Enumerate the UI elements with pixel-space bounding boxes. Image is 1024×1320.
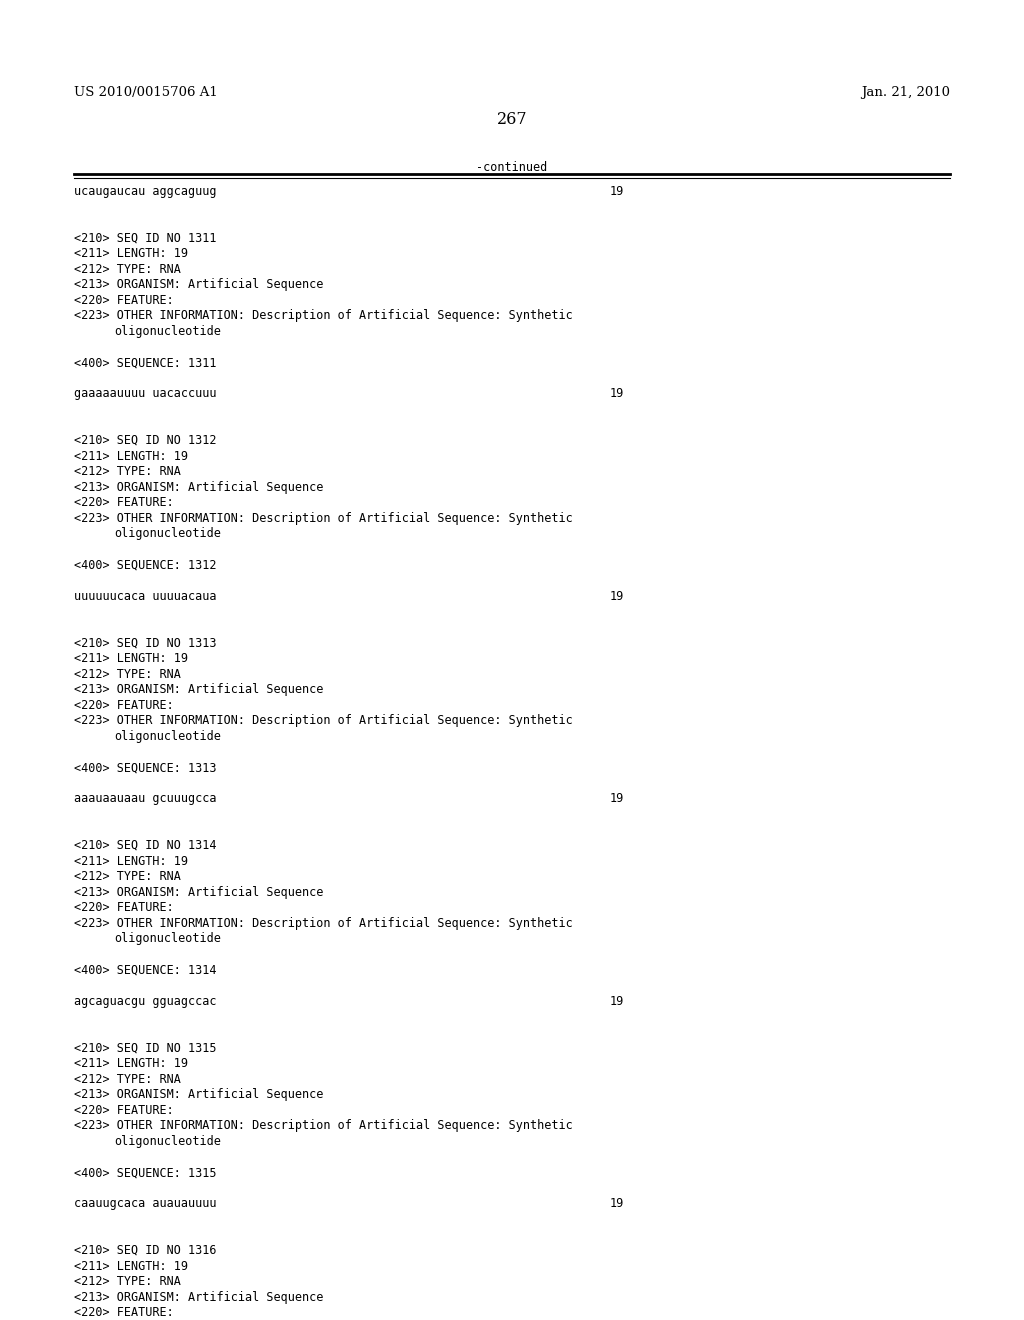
Text: aaauaauaau gcuuugcca: aaauaauaau gcuuugcca xyxy=(74,792,216,805)
Text: <212> TYPE: RNA: <212> TYPE: RNA xyxy=(74,668,180,681)
Text: <220> FEATURE:: <220> FEATURE: xyxy=(74,902,173,915)
Text: oligonucleotide: oligonucleotide xyxy=(115,528,221,540)
Text: 19: 19 xyxy=(609,995,624,1007)
Text: <213> ORGANISM: Artificial Sequence: <213> ORGANISM: Artificial Sequence xyxy=(74,1088,324,1101)
Text: 19: 19 xyxy=(609,1197,624,1210)
Text: <210> SEQ ID NO 1315: <210> SEQ ID NO 1315 xyxy=(74,1041,216,1055)
Text: <213> ORGANISM: Artificial Sequence: <213> ORGANISM: Artificial Sequence xyxy=(74,684,324,696)
Text: <210> SEQ ID NO 1313: <210> SEQ ID NO 1313 xyxy=(74,636,216,649)
Text: <400> SEQUENCE: 1312: <400> SEQUENCE: 1312 xyxy=(74,558,216,572)
Text: <220> FEATURE:: <220> FEATURE: xyxy=(74,698,173,711)
Text: <223> OTHER INFORMATION: Description of Artificial Sequence: Synthetic: <223> OTHER INFORMATION: Description of … xyxy=(74,309,572,322)
Text: oligonucleotide: oligonucleotide xyxy=(115,325,221,338)
Text: <213> ORGANISM: Artificial Sequence: <213> ORGANISM: Artificial Sequence xyxy=(74,886,324,899)
Text: 267: 267 xyxy=(497,111,527,128)
Text: <223> OTHER INFORMATION: Description of Artificial Sequence: Synthetic: <223> OTHER INFORMATION: Description of … xyxy=(74,1119,572,1133)
Text: 19: 19 xyxy=(609,792,624,805)
Text: ucaugaucau aggcaguug: ucaugaucau aggcaguug xyxy=(74,185,216,198)
Text: <400> SEQUENCE: 1311: <400> SEQUENCE: 1311 xyxy=(74,356,216,370)
Text: oligonucleotide: oligonucleotide xyxy=(115,1135,221,1148)
Text: <400> SEQUENCE: 1315: <400> SEQUENCE: 1315 xyxy=(74,1166,216,1179)
Text: <212> TYPE: RNA: <212> TYPE: RNA xyxy=(74,870,180,883)
Text: <213> ORGANISM: Artificial Sequence: <213> ORGANISM: Artificial Sequence xyxy=(74,1291,324,1304)
Text: US 2010/0015706 A1: US 2010/0015706 A1 xyxy=(74,86,217,99)
Text: Jan. 21, 2010: Jan. 21, 2010 xyxy=(861,86,950,99)
Text: <213> ORGANISM: Artificial Sequence: <213> ORGANISM: Artificial Sequence xyxy=(74,480,324,494)
Text: <223> OTHER INFORMATION: Description of Artificial Sequence: Synthetic: <223> OTHER INFORMATION: Description of … xyxy=(74,714,572,727)
Text: <220> FEATURE:: <220> FEATURE: xyxy=(74,294,173,306)
Text: <211> LENGTH: 19: <211> LENGTH: 19 xyxy=(74,247,187,260)
Text: gaaaaauuuu uacaccuuu: gaaaaauuuu uacaccuuu xyxy=(74,387,216,400)
Text: caauugcaca auauauuuu: caauugcaca auauauuuu xyxy=(74,1197,216,1210)
Text: oligonucleotide: oligonucleotide xyxy=(115,932,221,945)
Text: 19: 19 xyxy=(609,185,624,198)
Text: <213> ORGANISM: Artificial Sequence: <213> ORGANISM: Artificial Sequence xyxy=(74,279,324,292)
Text: <211> LENGTH: 19: <211> LENGTH: 19 xyxy=(74,652,187,665)
Text: <212> TYPE: RNA: <212> TYPE: RNA xyxy=(74,263,180,276)
Text: <220> FEATURE:: <220> FEATURE: xyxy=(74,496,173,510)
Text: uuuuuucaca uuuuacaua: uuuuuucaca uuuuacaua xyxy=(74,590,216,603)
Text: <223> OTHER INFORMATION: Description of Artificial Sequence: Synthetic: <223> OTHER INFORMATION: Description of … xyxy=(74,917,572,929)
Text: <220> FEATURE:: <220> FEATURE: xyxy=(74,1307,173,1319)
Text: 19: 19 xyxy=(609,387,624,400)
Text: <223> OTHER INFORMATION: Description of Artificial Sequence: Synthetic: <223> OTHER INFORMATION: Description of … xyxy=(74,512,572,525)
Text: <210> SEQ ID NO 1316: <210> SEQ ID NO 1316 xyxy=(74,1243,216,1257)
Text: <400> SEQUENCE: 1313: <400> SEQUENCE: 1313 xyxy=(74,762,216,774)
Text: <211> LENGTH: 19: <211> LENGTH: 19 xyxy=(74,854,187,867)
Text: <220> FEATURE:: <220> FEATURE: xyxy=(74,1104,173,1117)
Text: <211> LENGTH: 19: <211> LENGTH: 19 xyxy=(74,1259,187,1272)
Text: <211> LENGTH: 19: <211> LENGTH: 19 xyxy=(74,1057,187,1071)
Text: <212> TYPE: RNA: <212> TYPE: RNA xyxy=(74,465,180,478)
Text: <210> SEQ ID NO 1312: <210> SEQ ID NO 1312 xyxy=(74,434,216,447)
Text: -continued: -continued xyxy=(476,161,548,174)
Text: <400> SEQUENCE: 1314: <400> SEQUENCE: 1314 xyxy=(74,964,216,977)
Text: <211> LENGTH: 19: <211> LENGTH: 19 xyxy=(74,450,187,462)
Text: 19: 19 xyxy=(609,590,624,603)
Text: oligonucleotide: oligonucleotide xyxy=(115,730,221,743)
Text: <210> SEQ ID NO 1314: <210> SEQ ID NO 1314 xyxy=(74,840,216,851)
Text: <210> SEQ ID NO 1311: <210> SEQ ID NO 1311 xyxy=(74,231,216,244)
Text: <212> TYPE: RNA: <212> TYPE: RNA xyxy=(74,1073,180,1085)
Text: <212> TYPE: RNA: <212> TYPE: RNA xyxy=(74,1275,180,1288)
Text: agcaguacgu gguagccac: agcaguacgu gguagccac xyxy=(74,995,216,1007)
